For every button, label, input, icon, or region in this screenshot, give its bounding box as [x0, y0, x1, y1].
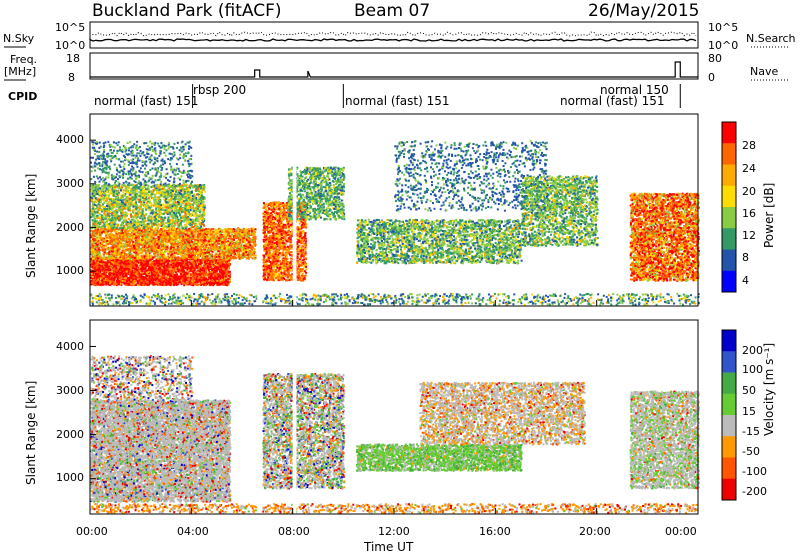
data-cell [105, 262, 107, 264]
data-cell [163, 263, 165, 265]
data-cell [140, 284, 142, 286]
data-cell [107, 278, 109, 280]
data-cell [105, 264, 107, 266]
power-heatmap-cells [90, 140, 700, 306]
data-cell [165, 282, 167, 284]
data-cell [150, 269, 152, 271]
data-cell [100, 263, 102, 265]
data-cell [218, 269, 220, 271]
data-cell [202, 275, 204, 277]
data-cell [202, 267, 204, 269]
data-cell [178, 268, 180, 270]
freq-trace [90, 62, 698, 77]
data-cell [109, 272, 111, 274]
nsky-trace [90, 39, 696, 41]
data-cell [107, 269, 109, 271]
freq-panel-frame [90, 53, 698, 79]
data-cell [115, 267, 117, 269]
data-cell [226, 282, 228, 284]
data-cell [208, 269, 210, 271]
data-cell [163, 266, 165, 268]
data-cell [183, 284, 185, 286]
nsky-panel-frame [90, 22, 698, 48]
data-cell [111, 275, 113, 277]
data-cell [182, 275, 184, 277]
data-cell [126, 266, 128, 268]
data-cell [217, 266, 219, 268]
data-cell [196, 283, 198, 285]
data-cell [199, 283, 201, 285]
data-cell [120, 283, 122, 285]
data-cell [100, 284, 102, 286]
data-cell [154, 273, 156, 275]
data-cell [187, 265, 189, 267]
data-cell [207, 271, 209, 273]
data-cell [114, 265, 116, 267]
data-cell [137, 281, 139, 283]
nsearch-trace [90, 32, 696, 36]
data-cell [216, 272, 218, 274]
data-cell [170, 267, 172, 269]
rti-plot [0, 0, 800, 554]
data-cell [128, 268, 130, 270]
data-cell [137, 284, 139, 286]
data-cell [167, 262, 169, 264]
data-cell [175, 271, 177, 273]
data-cell [223, 261, 225, 263]
data-cell [102, 263, 104, 265]
